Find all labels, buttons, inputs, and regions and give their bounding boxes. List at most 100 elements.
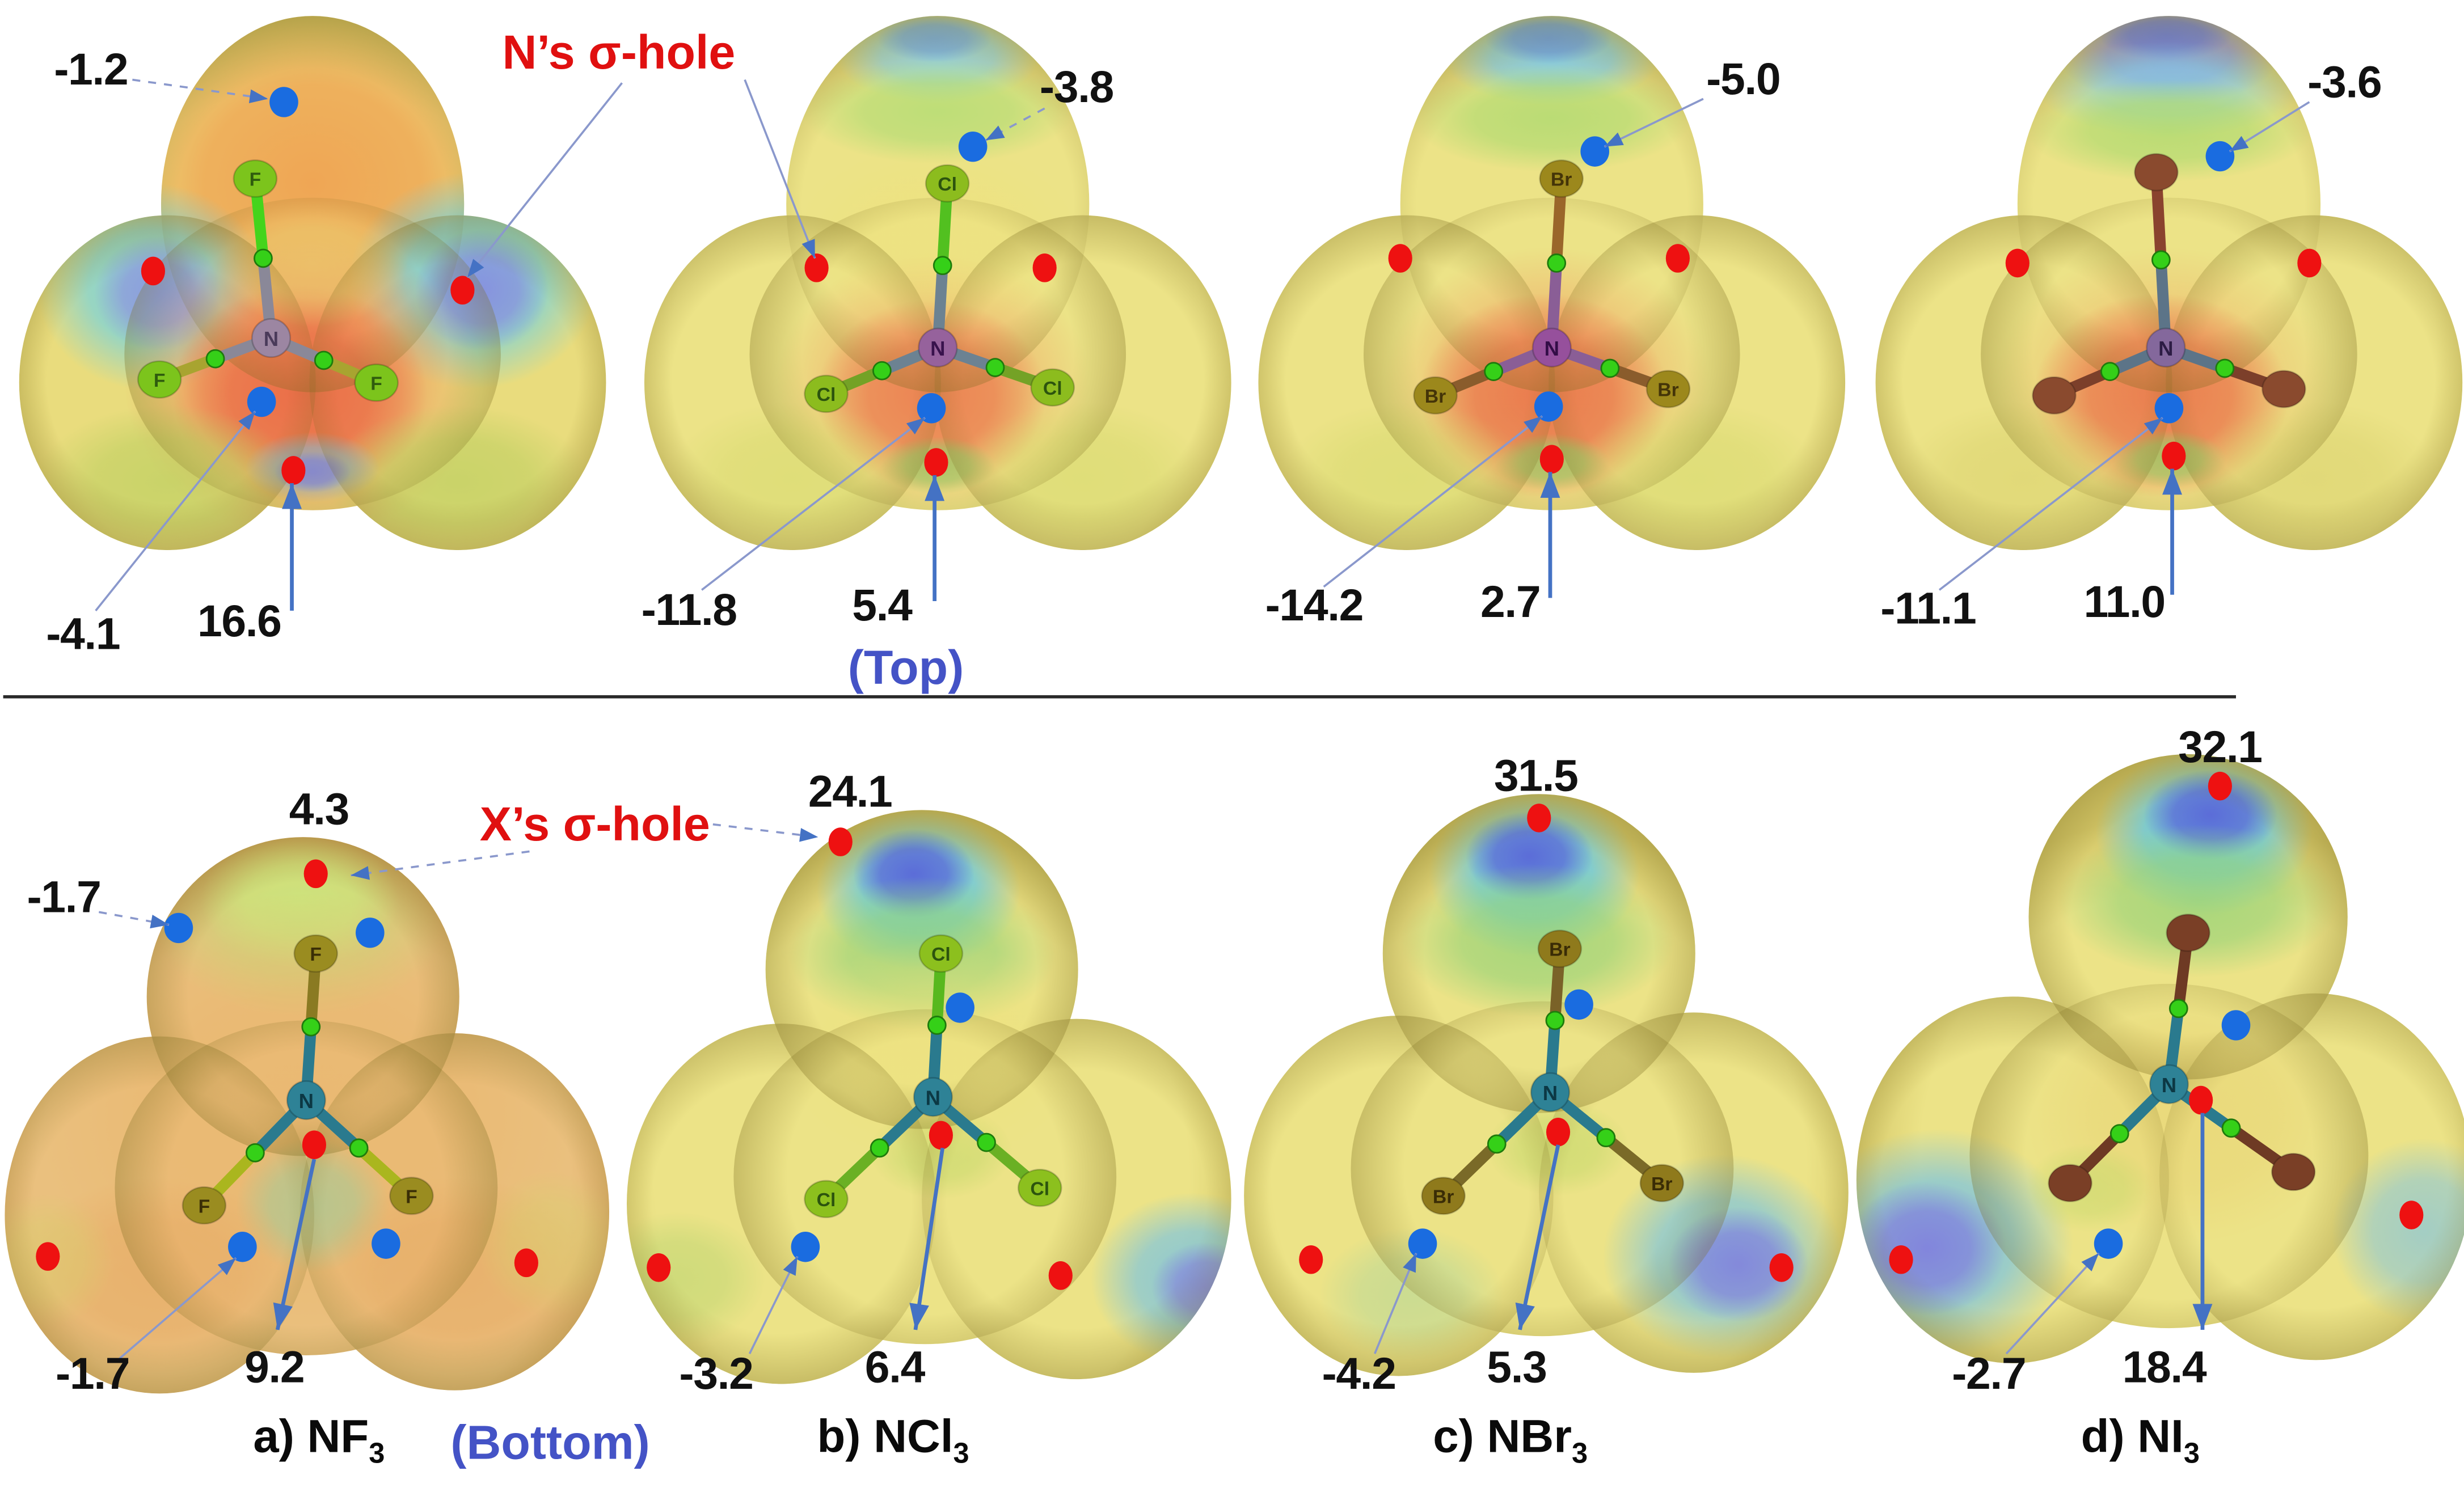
bond-midpoint-sphere	[205, 349, 225, 369]
annotation-arrow-line	[1938, 417, 2163, 591]
panel-ncl3-bottom: N Cl Cl Cl	[626, 810, 1231, 1384]
halogen-atom	[2261, 370, 2306, 408]
positive-site-marker	[2005, 248, 2030, 278]
nitrogen-atom	[913, 1077, 953, 1117]
bond-midpoint-sphere	[301, 1017, 321, 1037]
annotation-arrowhead	[1403, 1253, 1416, 1273]
nitrogen-atom	[918, 327, 958, 368]
panel-nbr3-top: N Br Br Br	[1258, 16, 1846, 551]
negative-site-marker	[917, 393, 946, 424]
positive-site-marker	[303, 859, 328, 889]
annotation-arrow-line	[119, 1257, 237, 1359]
positive-site-marker	[281, 456, 306, 485]
negative-site-marker	[2205, 141, 2235, 172]
halogen-label: F	[406, 1186, 417, 1207]
bond-midpoint-sphere	[1545, 1011, 1565, 1030]
bond-midpoint-sphere	[2221, 1118, 2241, 1138]
negative-site-marker	[247, 386, 276, 417]
bond-midpoint-sphere	[1487, 1134, 1507, 1154]
positive-site-marker	[1388, 244, 1412, 273]
halogen-atom	[2271, 1152, 2316, 1191]
bond-midpoint-sphere	[314, 350, 334, 370]
negative-site-marker	[1564, 989, 1593, 1020]
bond-midpoint-sphere	[872, 361, 892, 381]
halogen-label: Cl	[1043, 378, 1062, 399]
bond-midpoint-sphere	[1600, 358, 1620, 378]
annotation-arrow-line	[98, 911, 170, 926]
annotation-arrowhead	[801, 239, 815, 259]
bond-midpoint-sphere	[870, 1138, 889, 1158]
negative-site-marker	[1534, 391, 1563, 422]
positive-site-marker	[302, 1130, 326, 1160]
halogen-atom	[1413, 376, 1458, 415]
positive-site-marker	[1665, 244, 1690, 273]
annotation-arrowhead	[238, 411, 255, 430]
positive-site-marker	[1032, 253, 1057, 282]
halogen-label: Cl	[1030, 1178, 1049, 1199]
positive-site-marker	[1527, 804, 1551, 832]
halogen-atom	[804, 1180, 849, 1219]
bond-midpoint-sphere	[2100, 362, 2120, 381]
negative-site-marker	[791, 1232, 820, 1262]
bond-midpoint-sphere	[1547, 253, 1567, 273]
positive-site-marker	[2297, 248, 2322, 278]
annotation-arrowhead	[150, 914, 170, 929]
nitrogen-label: N	[926, 1087, 940, 1110]
halogen-atom	[137, 360, 182, 399]
annotation-arrowhead	[1604, 132, 1624, 147]
annotation-arrow-line	[1323, 415, 1543, 588]
bond-midpoint-sphere	[933, 256, 952, 276]
negative-site-marker	[1408, 1228, 1437, 1259]
annotation-arrowhead	[248, 89, 268, 104]
nitrogen-atom	[1530, 1072, 1571, 1113]
nitrogen-label: N	[1545, 337, 1559, 360]
positive-site-marker	[1299, 1245, 1323, 1274]
halogen-atom	[389, 1177, 434, 1215]
negative-site-marker	[372, 1228, 400, 1259]
halogen-atom	[2166, 914, 2211, 952]
halogen-label: Br	[1425, 386, 1446, 407]
annotation-arrowhead	[906, 417, 925, 434]
halogen-atom	[804, 374, 849, 413]
annotation-arrow-line	[2005, 1252, 2100, 1355]
negative-site-marker	[946, 992, 974, 1023]
positive-site-marker	[1546, 1118, 1571, 1147]
halogen-label: Br	[1551, 169, 1572, 191]
negative-site-marker	[958, 131, 988, 162]
halogen-label: Br	[1657, 379, 1679, 401]
nitrogen-label: N	[2158, 337, 2173, 360]
nitrogen-label: N	[2162, 1073, 2176, 1097]
halogen-atom	[182, 1186, 227, 1225]
halogen-label: Br	[1651, 1173, 1673, 1195]
halogen-atom	[1017, 1168, 1062, 1207]
annotation-arrow-line	[744, 79, 816, 259]
panel-ni3-bottom: N	[1856, 754, 2464, 1364]
nitrogen-atom	[2149, 1064, 2189, 1105]
nitrogen-label: N	[264, 327, 279, 350]
negative-site-marker	[2154, 393, 2184, 424]
negative-site-marker	[164, 912, 193, 944]
annotation-arrow-line	[132, 78, 268, 100]
halogen-atom	[1030, 368, 1075, 407]
halogen-label: F	[199, 1195, 210, 1217]
annotation-arrowhead	[273, 1302, 293, 1330]
surface-shading	[1351, 1001, 1734, 1337]
positive-site-marker	[141, 256, 166, 286]
annotation-arrow-line	[275, 1159, 317, 1330]
annotation-arrowhead	[1524, 416, 1542, 433]
positive-site-marker	[647, 1253, 671, 1282]
annotation-arrowhead	[985, 125, 1005, 141]
annotation-arrow-line	[351, 850, 530, 877]
halogen-label: Cl	[931, 944, 951, 965]
positive-site-marker	[1048, 1261, 1073, 1290]
nitrogen-atom	[2146, 327, 2186, 368]
bond-midpoint-sphere	[985, 358, 1005, 377]
positive-site-marker	[2162, 441, 2186, 471]
annotation-arrowhead	[1540, 472, 1560, 498]
annotation-arrowhead	[2229, 136, 2249, 152]
annotation-arrowhead	[2081, 1253, 2099, 1271]
negative-site-marker	[2221, 1010, 2251, 1041]
positive-site-marker	[924, 448, 948, 477]
